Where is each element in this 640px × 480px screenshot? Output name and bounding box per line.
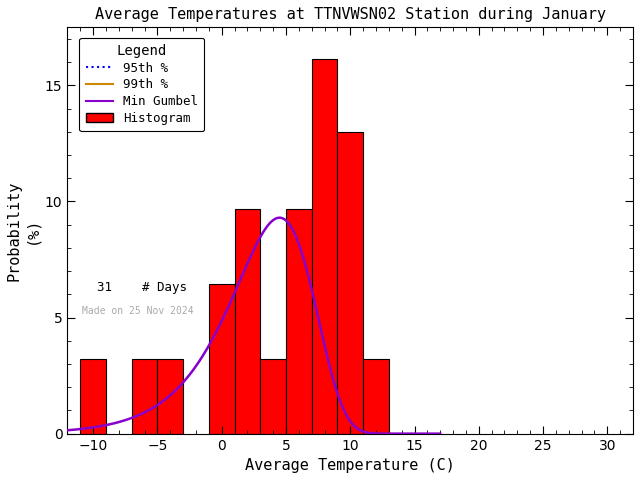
Bar: [234, 209, 260, 433]
Bar: [209, 284, 234, 433]
Y-axis label: Probability
(%): Probability (%): [7, 180, 39, 281]
Bar: [286, 209, 312, 433]
Bar: [312, 59, 337, 433]
Bar: [132, 359, 157, 433]
X-axis label: Average Temperature (C): Average Temperature (C): [245, 458, 455, 473]
Text: 31    # Days: 31 # Days: [81, 281, 186, 294]
Legend: 95th %, 99th %, Min Gumbel, Histogram: 95th %, 99th %, Min Gumbel, Histogram: [79, 37, 204, 131]
Bar: [260, 359, 286, 433]
Title: Average Temperatures at TTNVWSN02 Station during January: Average Temperatures at TTNVWSN02 Statio…: [95, 7, 605, 22]
Bar: [157, 359, 183, 433]
Bar: [80, 359, 106, 433]
Bar: [337, 132, 363, 433]
Text: Made on 25 Nov 2024: Made on 25 Nov 2024: [81, 306, 193, 316]
Bar: [363, 359, 388, 433]
